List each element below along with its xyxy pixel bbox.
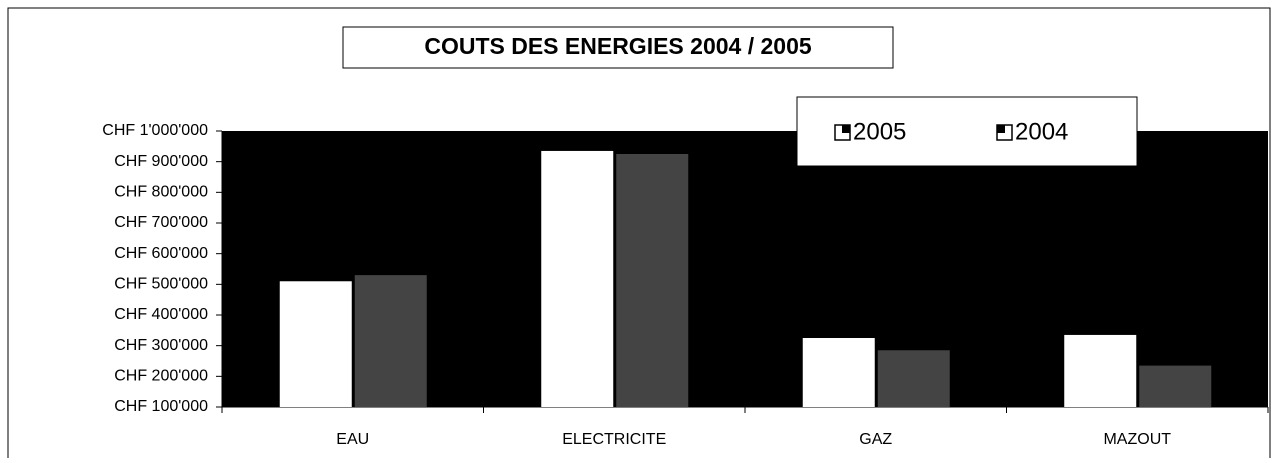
y-tick-label: CHF 800'000 <box>114 184 208 201</box>
x-tick-label: ELECTRICITE <box>562 431 666 448</box>
bar <box>616 154 689 407</box>
y-tick-label: CHF 300'000 <box>114 337 208 354</box>
legend-swatch-fill <box>997 125 1005 133</box>
legend-label: 2004 <box>1015 118 1068 145</box>
title-box <box>342 26 894 69</box>
y-tick-label: CHF 700'000 <box>114 214 208 231</box>
legend-label: 2005 <box>853 118 906 145</box>
bar <box>541 150 614 407</box>
bar <box>877 350 950 407</box>
y-tick-label: CHF 500'000 <box>114 276 208 293</box>
y-tick-label: CHF 1'000'000 <box>102 122 208 139</box>
legend-swatch-fill <box>842 125 850 133</box>
x-tick-label: MAZOUT <box>1103 431 1171 448</box>
y-tick-label: CHF 600'000 <box>114 245 208 262</box>
bar <box>279 281 352 407</box>
chart-title: COUTS DES ENERGIES 2004 / 2005 <box>424 33 812 59</box>
y-tick-label: CHF 100'000 <box>114 398 208 415</box>
bar <box>354 275 427 407</box>
bar <box>1139 365 1212 407</box>
y-tick-label: CHF 200'000 <box>114 368 208 385</box>
x-tick-label: EAU <box>336 431 369 448</box>
y-tick-label: CHF 400'000 <box>114 306 208 323</box>
bar <box>1064 334 1137 407</box>
y-tick-label: CHF 900'000 <box>114 153 208 170</box>
x-tick-label: GAZ <box>859 431 892 448</box>
bar <box>802 338 875 407</box>
legend-box <box>796 96 1138 167</box>
